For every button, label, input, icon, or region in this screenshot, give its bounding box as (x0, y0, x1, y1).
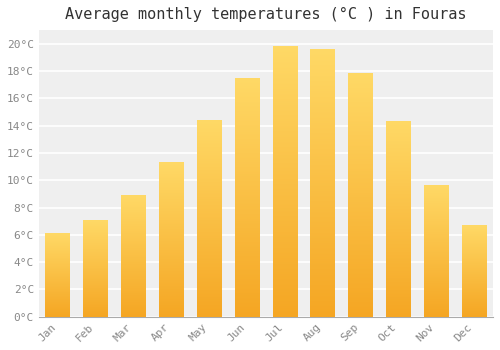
Bar (462, 225, 486, 317)
Bar (424, 186, 448, 317)
Bar (84, 220, 108, 317)
Bar (348, 74, 373, 317)
Bar (310, 49, 335, 317)
Bar (159, 162, 184, 317)
Bar (272, 47, 297, 317)
Bar (46, 233, 70, 317)
Bar (234, 78, 260, 317)
Bar (197, 120, 222, 317)
Bar (386, 121, 410, 317)
Title: Average monthly temperatures (°C ) in Fouras: Average monthly temperatures (°C ) in Fo… (65, 7, 466, 22)
Bar (121, 195, 146, 317)
